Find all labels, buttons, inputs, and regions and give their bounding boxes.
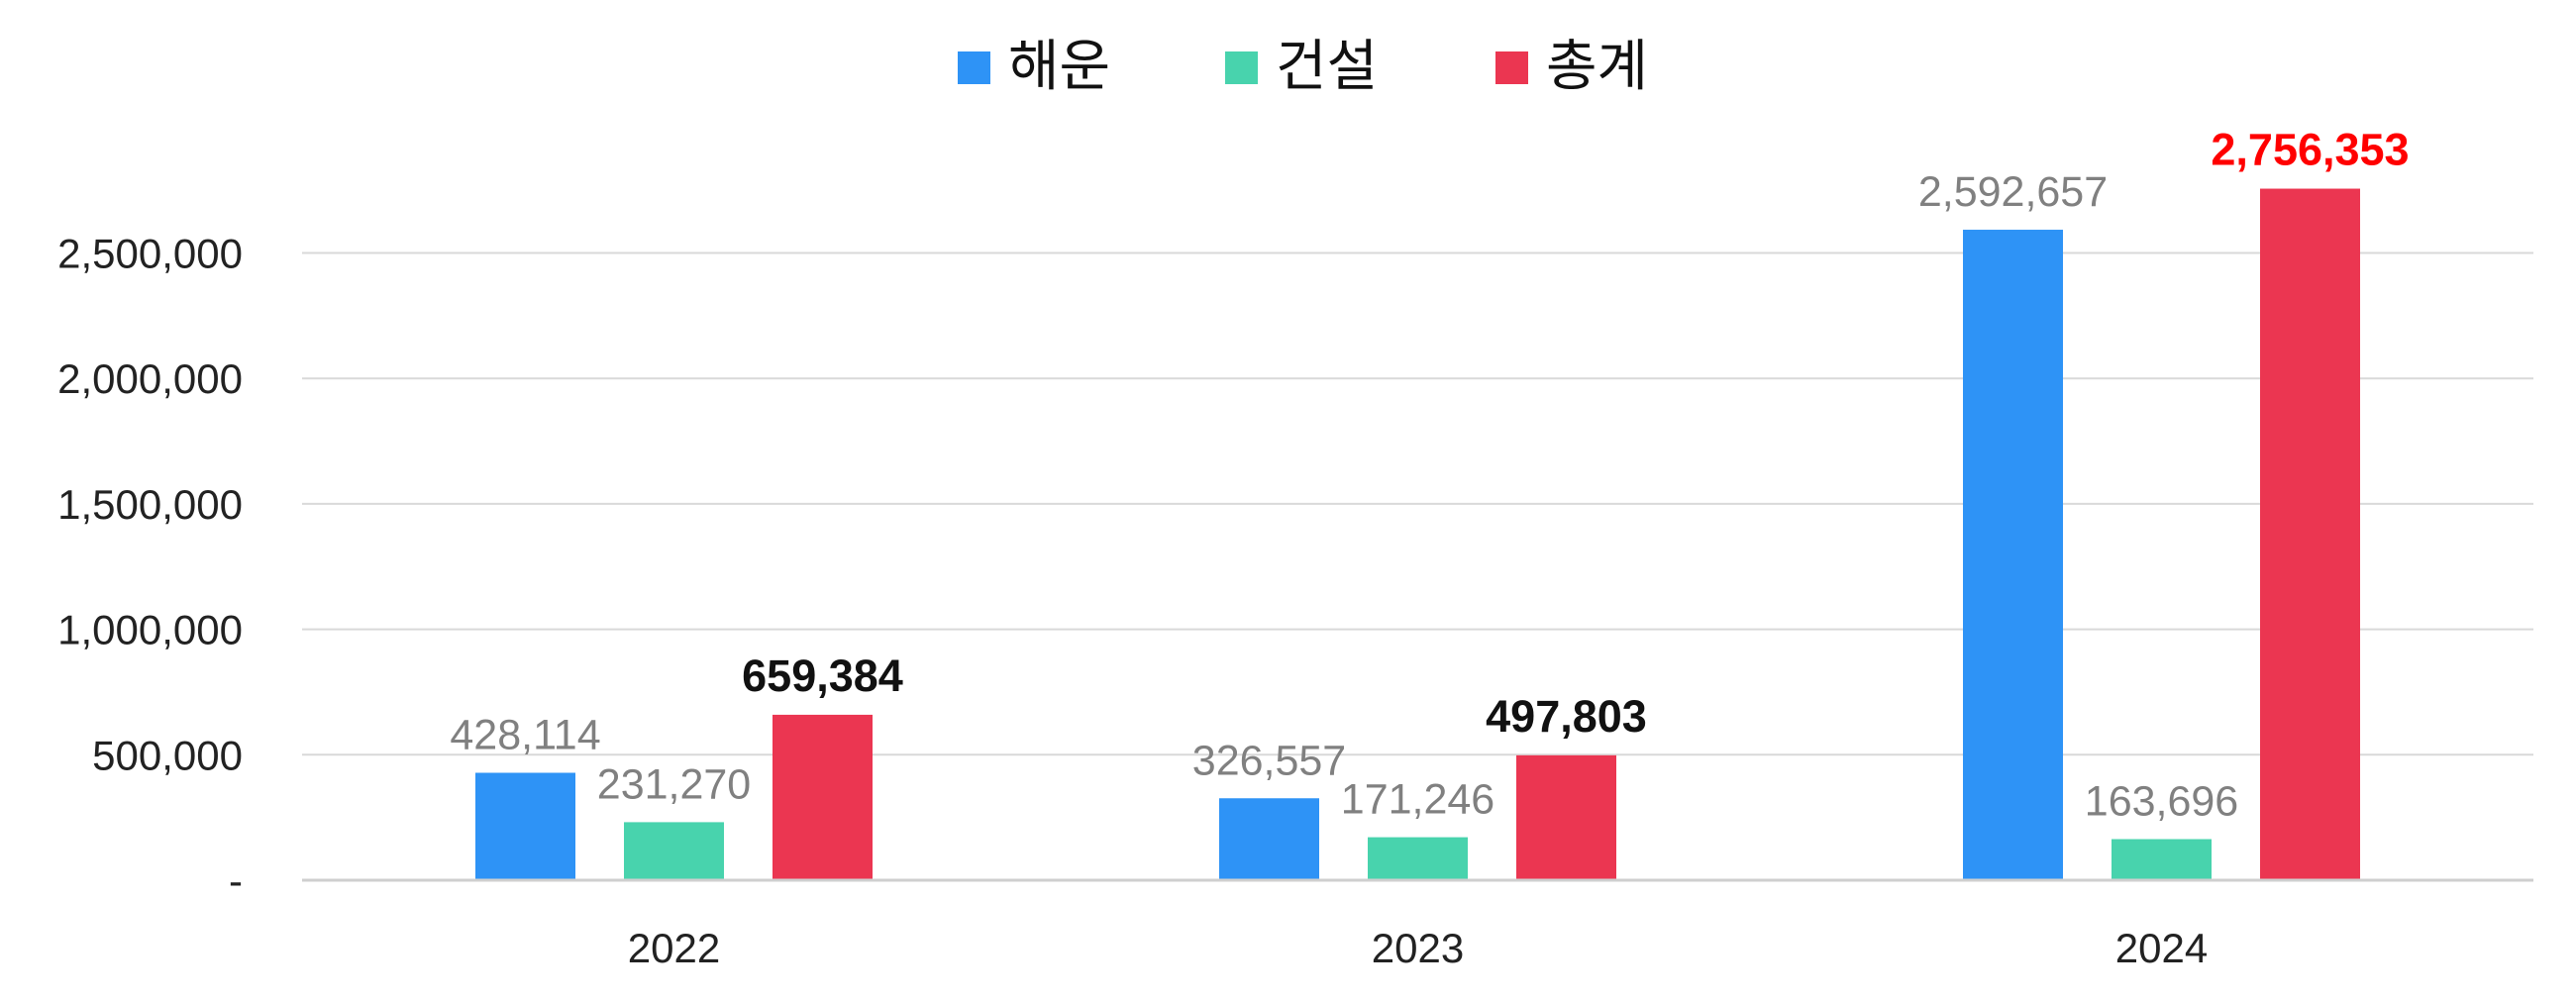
data-label: 2,756,353 bbox=[2211, 125, 2409, 175]
y-tick-label: 1,000,000 bbox=[57, 607, 243, 653]
legend-swatch bbox=[1225, 51, 1258, 84]
x-axis: 2022 2023 2024 bbox=[302, 878, 2533, 971]
y-tick-label: 1,500,000 bbox=[57, 481, 243, 528]
bars bbox=[475, 188, 2360, 880]
y-tick-label: 2,500,000 bbox=[57, 231, 243, 277]
legend-swatch bbox=[958, 51, 990, 84]
y-tick-label: - bbox=[229, 857, 243, 904]
legend: 해운 건설 총계 bbox=[958, 35, 1648, 99]
y-tick-label: 500,000 bbox=[92, 732, 243, 778]
bar-해운-2024 bbox=[1963, 230, 2063, 880]
bar-총계-2022 bbox=[773, 714, 873, 880]
bar-건설-2024 bbox=[2112, 839, 2212, 880]
bar-건설-2023 bbox=[1368, 837, 1468, 880]
x-tick-label: 2023 bbox=[1372, 925, 1464, 971]
x-tick-label: 2022 bbox=[628, 925, 720, 971]
data-label: 659,384 bbox=[742, 650, 903, 701]
bar-해운-2022 bbox=[475, 772, 575, 880]
bar-총계-2023 bbox=[1516, 754, 1616, 880]
data-label: 2,592,657 bbox=[1918, 168, 2108, 216]
x-tick-label: 2024 bbox=[2115, 925, 2208, 971]
legend-label: 해운 bbox=[1008, 35, 1110, 99]
data-label: 497,803 bbox=[1486, 691, 1647, 742]
data-label: 326,557 bbox=[1192, 737, 1346, 784]
data-label: 171,246 bbox=[1341, 776, 1494, 824]
bar-해운-2023 bbox=[1219, 798, 1319, 880]
data-label: 163,696 bbox=[2085, 778, 2238, 826]
bar-건설-2022 bbox=[624, 822, 724, 880]
data-label: 428,114 bbox=[450, 712, 600, 759]
legend-swatch bbox=[1495, 51, 1528, 84]
bar-총계-2024 bbox=[2260, 188, 2360, 880]
legend-label: 총계 bbox=[1546, 35, 1648, 99]
data-label: 231,270 bbox=[597, 760, 751, 808]
y-tick-label: 2,000,000 bbox=[57, 355, 243, 402]
legend-label: 건설 bbox=[1276, 35, 1378, 99]
y-axis: - 500,000 1,000,000 1,500,000 2,000,000 2,500… bbox=[57, 231, 243, 905]
gridlines bbox=[302, 251, 2533, 756]
